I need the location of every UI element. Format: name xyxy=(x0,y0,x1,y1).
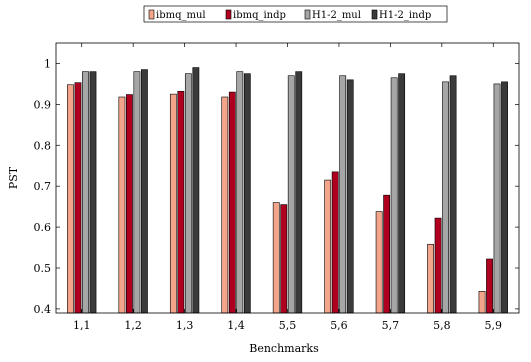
bar-ibmq-mul-3 xyxy=(221,96,229,314)
bar-ibmq-mul-6 xyxy=(375,211,383,314)
bar-ibmq-indp-1 xyxy=(126,94,133,314)
bar-h1-2-mul-0 xyxy=(82,71,89,314)
legend-label: H1-2_mul xyxy=(312,10,361,21)
y-tick-label: 0.5 xyxy=(34,262,52,275)
x-tick-label: 1,4 xyxy=(227,319,245,332)
x-tick-label: 1,1 xyxy=(73,319,91,332)
y-tick-label: 0.7 xyxy=(34,180,52,193)
bar-h1-2-mul-8 xyxy=(493,83,501,314)
bar-h1-2-mul-1 xyxy=(133,71,141,314)
bar-ibmq-mul-1 xyxy=(118,96,126,314)
legend-swatch xyxy=(148,9,155,20)
bar-h1-2-indp-6 xyxy=(398,73,406,314)
bar-h1-2-indp-2 xyxy=(192,67,200,314)
bar-ibmq-mul-7 xyxy=(427,243,434,314)
x-tick-label: 5,9 xyxy=(485,319,503,332)
x-tick-label: 1,3 xyxy=(176,319,194,332)
bar-ibmq-indp-3 xyxy=(228,91,236,314)
legend-label: H1-2_indp xyxy=(379,10,431,21)
bar-h1-2-indp-1 xyxy=(141,69,148,314)
bar-ibmq-indp-6 xyxy=(383,194,391,314)
bar-h1-2-indp-8 xyxy=(501,81,508,314)
bar-ibmq-mul-5 xyxy=(324,179,332,314)
x-tick-label: 1,2 xyxy=(124,319,142,332)
legend-box xyxy=(143,5,448,23)
bar-h1-2-mul-2 xyxy=(184,73,192,314)
bar-h1-2-mul-3 xyxy=(236,71,244,314)
axes-group: 1,1 1,2 1,3 1,4 5,5 5,6 5,7 5,8 5,9 0.4 0.5 0.6 0.7 0… xyxy=(34,42,520,332)
x-tick-label: 5,8 xyxy=(433,319,451,332)
bar-h1-2-indp-7 xyxy=(449,75,457,314)
legend-label: ibmq_indp xyxy=(233,10,286,21)
bar-ibmq-indp-4 xyxy=(280,204,288,314)
y-tick-label: 1 xyxy=(44,57,51,70)
bar-ibmq-mul-2 xyxy=(169,93,177,314)
bars-group xyxy=(67,67,508,314)
y-tick-label: 0.6 xyxy=(34,221,52,234)
bar-ibmq-indp-8 xyxy=(486,258,493,314)
legend-swatch xyxy=(371,9,378,20)
plot-frame xyxy=(55,42,520,314)
y-tick-label: 0.8 xyxy=(34,139,52,152)
bar-ibmq-indp-2 xyxy=(177,90,185,314)
x-axis-label: Benchmarks xyxy=(249,342,319,355)
y-tick-label: 0.4 xyxy=(34,303,52,316)
bar-h1-2-indp-0 xyxy=(89,71,97,314)
bar-h1-2-mul-7 xyxy=(442,81,449,314)
bar-h1-2-mul-6 xyxy=(390,77,398,314)
bar-h1-2-indp-3 xyxy=(243,73,251,314)
bar-ibmq-indp-0 xyxy=(74,82,82,314)
bar-ibmq-indp-7 xyxy=(434,217,442,314)
bar-h1-2-mul-4 xyxy=(287,75,295,314)
bar-h1-2-indp-5 xyxy=(346,79,354,314)
bar-ibmq-indp-5 xyxy=(331,171,339,314)
legend-swatch xyxy=(304,9,311,20)
y-tick-label: 0.9 xyxy=(34,98,52,111)
x-tick-label: 5,5 xyxy=(279,319,297,332)
bar-ibmq-mul-8 xyxy=(478,291,486,314)
bar-ibmq-mul-4 xyxy=(272,202,280,314)
legend: ibmq_mul ibmq_indp H1-2_mul H1-2_indp xyxy=(143,5,448,23)
legend-label: ibmq_mul xyxy=(156,10,206,21)
bar-h1-2-mul-5 xyxy=(339,75,347,314)
x-tick-label: 5,6 xyxy=(330,319,348,332)
bar-h1-2-indp-4 xyxy=(295,71,303,314)
legend-swatch xyxy=(225,9,232,20)
x-tick-label: 5,7 xyxy=(382,319,400,332)
bar-ibmq-mul-0 xyxy=(67,84,74,314)
y-axis-label: PST xyxy=(7,166,20,189)
